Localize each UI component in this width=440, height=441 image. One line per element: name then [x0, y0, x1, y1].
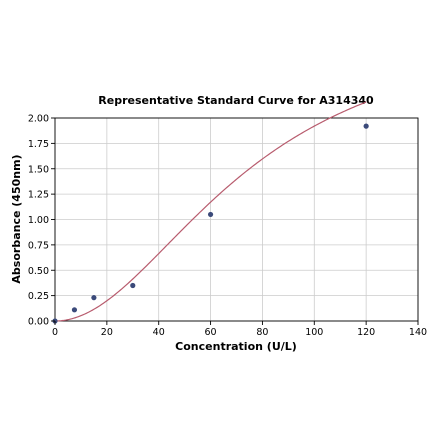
y-tick-label: 1.00: [28, 215, 49, 226]
x-tick-label: 120: [357, 327, 375, 338]
y-tick-label: 0.75: [28, 240, 49, 251]
data-point: [71, 307, 78, 313]
data-point: [207, 211, 214, 218]
curve-layer: [54, 101, 367, 322]
x-tick-label: 0: [52, 327, 58, 338]
y-tick-label: 1.75: [28, 139, 49, 150]
x-tick-label: 20: [101, 327, 113, 338]
chart-title: Representative Standard Curve for A31434…: [98, 94, 374, 107]
x-tick-label: 100: [305, 327, 323, 338]
points-layer: [52, 123, 369, 324]
y-tick-label: 0.50: [28, 266, 49, 277]
ticks-layer: 0 20 40 60 80 100 120 140 0.00 0.25 0.50 0.75 1.00 1.…: [28, 114, 427, 339]
x-axis-label: Concentration (U/L): [175, 340, 297, 353]
y-axis-label: Absorbance (450nm): [10, 154, 23, 283]
x-tick-label: 60: [205, 327, 217, 338]
y-tick-label: 0.25: [28, 291, 49, 302]
data-point: [130, 282, 136, 289]
data-point: [363, 123, 369, 129]
data-point: [91, 295, 97, 301]
y-tick-label: 1.25: [28, 190, 49, 201]
x-tick-label: 140: [409, 327, 427, 338]
fitted-curve-line: [54, 101, 367, 322]
y-tick-label: 1.50: [28, 164, 49, 175]
y-tick-label: 0.00: [28, 317, 49, 328]
y-tick-label: 2.00: [28, 114, 49, 125]
x-tick-label: 40: [153, 327, 165, 338]
x-tick-label: 80: [256, 327, 268, 338]
